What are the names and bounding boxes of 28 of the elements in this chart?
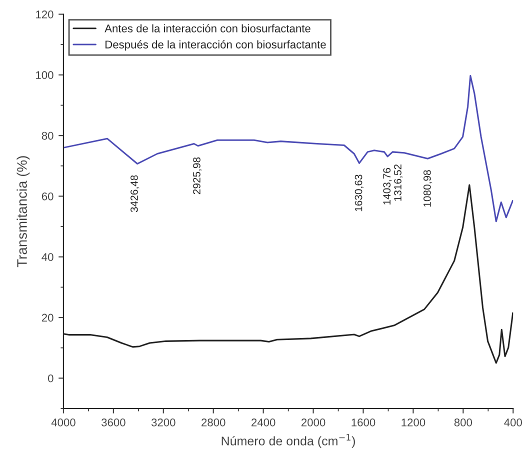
y-axis-title: Transmitancia (%) (16, 156, 30, 268)
annotation: 3426,48 (130, 175, 140, 212)
annotation: 1316,52 (394, 164, 403, 201)
legend-label: Antes de la interacción con biosurfactante (104, 24, 310, 32)
y-tick-label: 60 (42, 192, 54, 200)
y-tick-label: 20 (42, 314, 54, 322)
x-tick-label: 1600 (352, 418, 376, 426)
x-tick-label: 2000 (301, 418, 326, 426)
legend-label: Después de la interacción con biosurfactante (106, 40, 326, 51)
x-tick-label: 4000 (51, 418, 76, 426)
annotation: 1403,76 (383, 168, 392, 204)
annotation: 1080,98 (423, 170, 432, 207)
x-tick-label: 2400 (252, 418, 276, 426)
line-series (63, 75, 514, 222)
y-tick-label: 40 (42, 253, 54, 261)
x-tick-label: 400 (504, 418, 522, 426)
annotation: 1630,63 (354, 174, 364, 212)
y-tick-label: 100 (36, 71, 54, 80)
x-tick-label: 2800 (202, 418, 226, 426)
y-tick-label: 120 (36, 10, 54, 18)
y-tick-label: 0 (48, 374, 54, 382)
annotation: 2925,98 (193, 157, 202, 194)
x-tick-label: 3200 (151, 418, 176, 426)
y-tick-label: 80 (42, 132, 54, 140)
x-tick-label: 800 (454, 418, 472, 426)
x-tick-label: 1200 (402, 418, 426, 426)
x-axis-title: Número de onda (cm$^{−1}$) (222, 434, 355, 448)
x-tick-label: 3600 (102, 418, 126, 426)
